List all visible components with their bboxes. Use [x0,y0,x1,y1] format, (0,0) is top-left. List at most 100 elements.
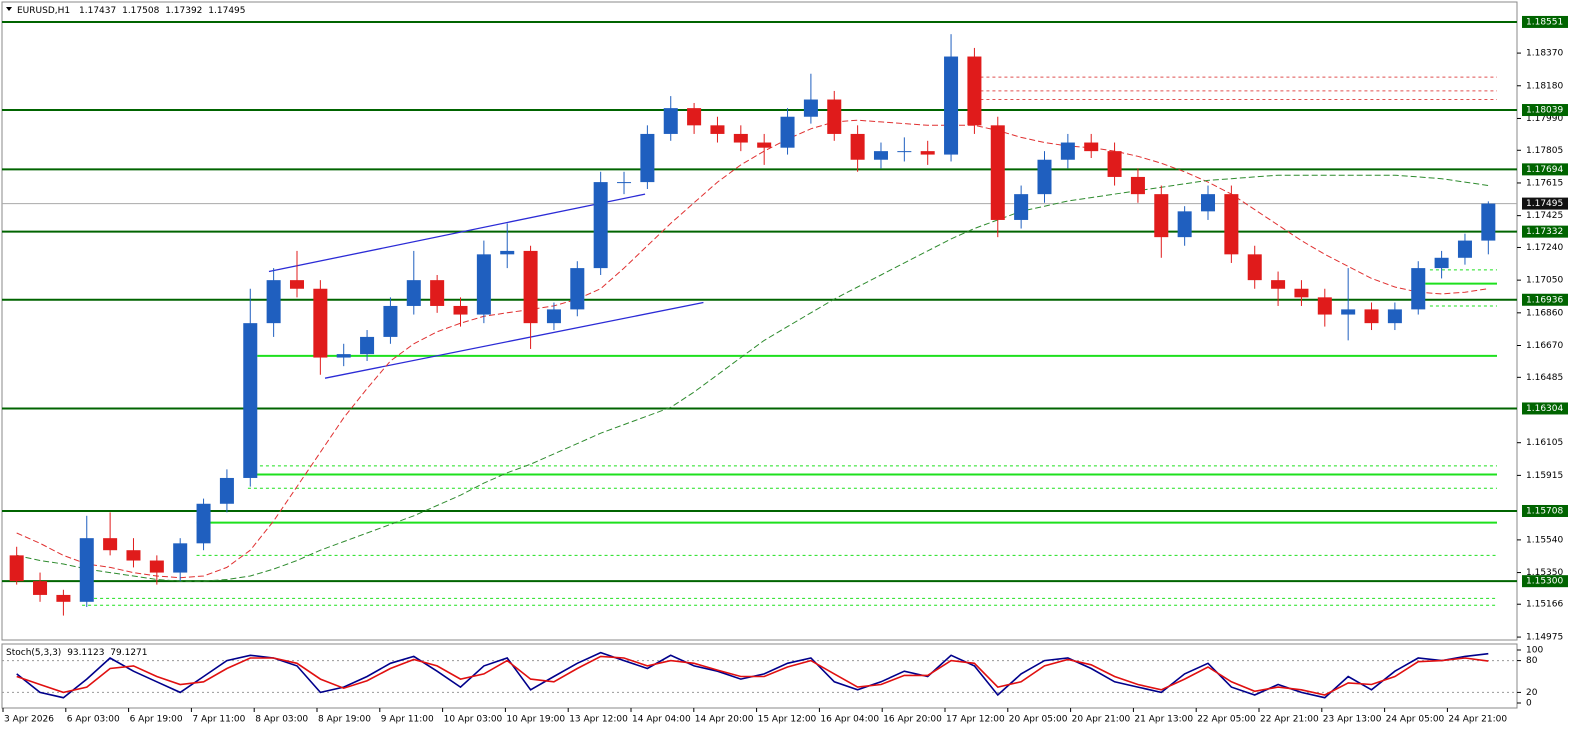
x-tick-label: 13 Apr 12:00 [569,715,628,725]
candle-body [453,305,468,315]
symbol: EURUSD,H1 [17,6,70,16]
y-tick-label: 20 [1526,688,1538,698]
y-tick-label: 1.15166 [1526,600,1563,610]
x-tick-label: 24 Apr 21:00 [1448,715,1507,725]
main-frame [1,1,1518,641]
x-tick-label: 10 Apr 19:00 [506,715,565,725]
x-tick-label: 8 Apr 03:00 [255,715,308,725]
candle-body [523,250,538,324]
x-tick-label: 10 Apr 03:00 [444,715,503,725]
candle-body [663,108,678,134]
candle-body [640,133,655,183]
candle-body [687,108,702,126]
level-label: 1.16936 [1526,295,1563,305]
y-tick-label: 1.17240 [1526,243,1563,253]
level-label-bg [1522,163,1568,176]
level-label: 1.15708 [1526,506,1563,516]
level-label-bg [1522,402,1568,415]
x-tick-label: 7 Apr 11:00 [192,715,245,725]
candle-body [546,309,561,324]
candle-body [360,336,375,355]
candle-body [219,477,234,504]
candle-body [1317,297,1332,315]
candle-body [196,503,211,544]
level-label-bg [1522,104,1568,117]
candle-body [617,182,632,184]
x-tick-label: 22 Apr 21:00 [1260,715,1319,725]
y-tick-label: 1.14975 [1526,633,1563,643]
x-tick-label: 16 Apr 04:00 [820,715,879,725]
y-tick-label: 1.18370 [1526,49,1563,59]
price-label: 1.17495 [1526,199,1563,209]
candle-body [56,594,71,602]
candle-body [1481,203,1496,241]
level-label: 1.17694 [1526,165,1563,175]
candle-body [1037,159,1052,195]
stoch-line [16,655,1489,696]
level-label-bg [1522,293,1568,306]
candle-body [944,56,959,155]
x-tick-label: 23 Apr 13:00 [1323,715,1382,725]
y-tick-label: 1.16485 [1526,373,1563,383]
candle-body [873,151,888,160]
level-label-bg [1522,504,1568,517]
candle-body [570,268,585,310]
candle-body [827,99,842,134]
y-tick-label: 1.16670 [1526,341,1563,351]
level-label: 1.15300 [1526,577,1563,587]
stoch-frame [1,643,1518,709]
candle-body [757,142,772,148]
candle-body [803,99,818,117]
x-tick-label: 6 Apr 03:00 [67,715,120,725]
x-tick-label: 16 Apr 20:00 [883,715,942,725]
quote-open: 1.17437 [79,6,116,16]
x-tick-label: 6 Apr 19:00 [130,715,183,725]
quote-high: 1.17508 [122,6,159,16]
candle-body [920,151,935,155]
level-label-bg [1522,15,1568,28]
candle-body [1014,194,1029,220]
y-tick-label: 100 [1526,646,1543,656]
x-tick-label: 9 Apr 11:00 [381,715,434,725]
stoch-title: Stoch(5,3,3) 93.1123 79.1271 [6,648,148,658]
x-tick-label: 17 Apr 12:00 [946,715,1005,725]
candle-body [1201,194,1216,212]
candle-body [1247,254,1262,281]
candle-body [897,151,912,153]
candle-body [336,354,351,358]
candle-body [710,125,725,134]
level-label: 1.18551 [1526,17,1563,27]
level-label-bg [1522,575,1568,588]
menu-arrow [6,7,12,11]
candle-body [500,250,515,255]
candle-body [1411,268,1426,310]
y-tick-label: 80 [1526,656,1538,666]
x-tick-label: 3 Apr 2026 [4,715,54,725]
chart-title: EURUSD,H1 1.17437 1.17508 1.17392 1.1749… [17,6,246,16]
y-tick-label: 1.17615 [1526,178,1563,188]
candle-body [1224,194,1239,255]
level-label: 1.16304 [1526,404,1563,414]
candle-body [243,323,258,478]
trendline [268,193,646,273]
candle-body [1130,176,1145,195]
y-tick-label: 1.15350 [1526,568,1563,578]
candle-body [733,133,748,143]
y-tick-label: 1.15540 [1526,535,1563,545]
candle-body [593,182,608,269]
x-tick-label: 22 Apr 05:00 [1197,715,1256,725]
y-tick-label: 1.17805 [1526,146,1563,156]
candle-body [967,56,982,126]
candle-body [149,560,164,573]
candle-body [430,280,445,306]
y-tick-label: 1.16860 [1526,308,1563,318]
candle-body [1060,142,1075,160]
level-label: 1.18039 [1526,106,1563,116]
candle-body [1341,309,1356,315]
y-tick-label: 1.17425 [1526,211,1563,221]
candle-body [313,288,328,358]
candle-body [126,550,141,561]
candle-body [1177,211,1192,238]
stoch-d: 79.1271 [110,648,147,658]
